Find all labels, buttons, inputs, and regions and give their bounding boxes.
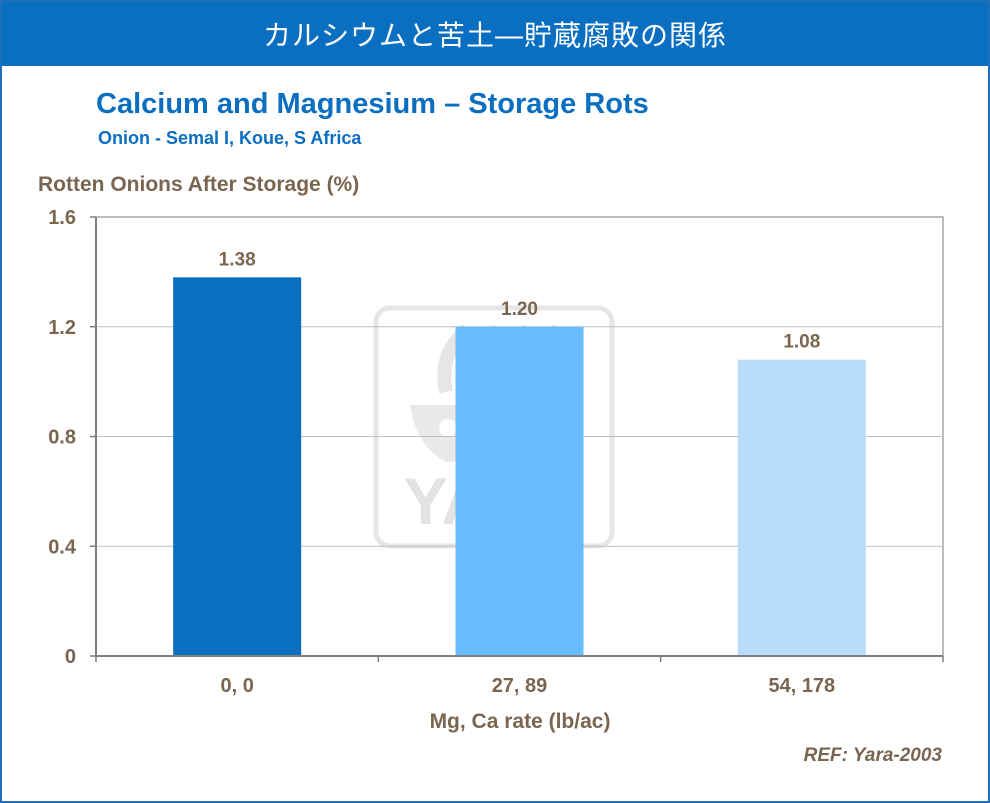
x-tick-label: 27, 89 xyxy=(492,675,548,697)
reference-note: REF: Yara-2003 xyxy=(803,745,942,766)
bar xyxy=(173,277,302,656)
y-tick-label: 1.6 xyxy=(48,207,76,229)
data-label: 1.38 xyxy=(219,249,256,270)
axes xyxy=(90,216,944,662)
y-axis-title: Rotten Onions After Storage (%) xyxy=(38,173,360,196)
chart-subtitle: Onion - Semal I, Koue, S Africa xyxy=(98,128,362,148)
x-tick-label: 0, 0 xyxy=(220,675,253,697)
x-tick-label: 54, 178 xyxy=(768,675,835,697)
y-tick-label: 1.2 xyxy=(48,317,76,339)
y-tick-label: 0.8 xyxy=(48,427,76,449)
y-tick-label: 0 xyxy=(65,646,76,668)
bars xyxy=(173,277,866,656)
data-label: 1.08 xyxy=(783,332,820,353)
x-axis-title: Mg, Ca rate (lb/ac) xyxy=(430,710,611,733)
chart-title: Calcium and Magnesium – Storage Rots xyxy=(96,88,649,120)
bar xyxy=(737,359,866,656)
data-label: 1.20 xyxy=(501,299,538,320)
labels: 0 0.4 0.8 1.2 1.6 1.38 0, 0 1.20 27, 89 1.08 54, 1… xyxy=(48,207,835,697)
header-bar: カルシウムと苦土―貯蔵腐敗の関係 xyxy=(2,2,988,66)
header-title: カルシウムと苦土―貯蔵腐敗の関係 xyxy=(262,19,727,52)
bar xyxy=(455,326,584,656)
y-tick-label: 0.4 xyxy=(48,536,77,558)
